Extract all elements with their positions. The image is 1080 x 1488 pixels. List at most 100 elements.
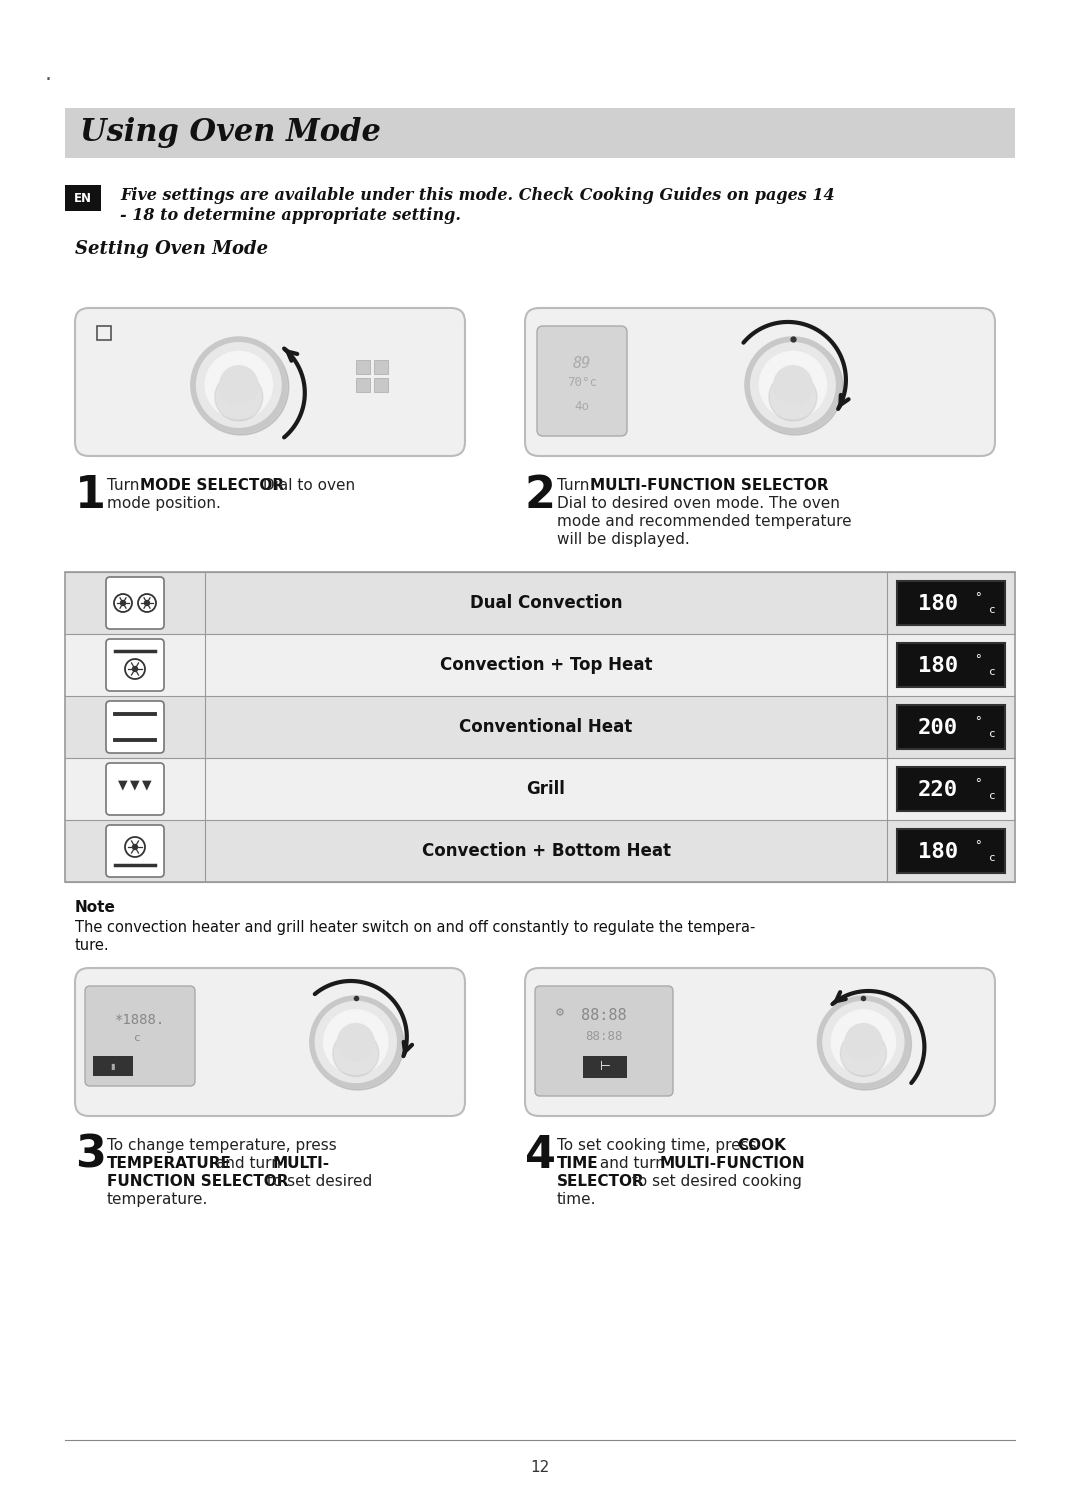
Text: EN: EN	[75, 192, 92, 204]
Text: mode and recommended temperature: mode and recommended temperature	[557, 513, 852, 530]
Text: 2: 2	[525, 475, 556, 516]
Bar	[355, 378, 369, 391]
Text: Dial to oven: Dial to oven	[258, 478, 355, 493]
Circle shape	[773, 366, 812, 405]
Text: will be displayed.: will be displayed.	[557, 533, 690, 548]
Text: ▼: ▼	[131, 778, 139, 792]
Bar	[897, 705, 1005, 748]
Circle shape	[133, 845, 137, 850]
Circle shape	[215, 373, 262, 421]
Circle shape	[324, 1010, 388, 1074]
Circle shape	[121, 601, 125, 606]
Text: 3: 3	[75, 1134, 106, 1177]
Text: ture.: ture.	[75, 937, 110, 952]
Text: Note: Note	[75, 900, 116, 915]
Text: Dial to desired oven mode. The oven: Dial to desired oven mode. The oven	[557, 496, 840, 510]
Text: 89: 89	[572, 356, 591, 371]
Text: MULTI-FUNCTION SELECTOR: MULTI-FUNCTION SELECTOR	[590, 478, 828, 493]
FancyBboxPatch shape	[75, 308, 465, 455]
Text: c: c	[134, 1033, 140, 1043]
Text: MULTI-FUNCTION: MULTI-FUNCTION	[660, 1156, 806, 1171]
Text: to set desired cooking: to set desired cooking	[627, 1174, 801, 1189]
Text: 1: 1	[75, 475, 106, 516]
Circle shape	[145, 601, 149, 606]
Text: FUNCTION SELECTOR: FUNCTION SELECTOR	[107, 1174, 288, 1189]
FancyBboxPatch shape	[75, 969, 465, 1116]
Text: Dual Convection: Dual Convection	[470, 594, 622, 612]
Text: °: °	[974, 777, 982, 790]
Text: 88:88: 88:88	[585, 1030, 623, 1043]
FancyBboxPatch shape	[525, 308, 995, 455]
Text: Using Oven Mode: Using Oven Mode	[80, 118, 381, 149]
Text: mode position.: mode position.	[107, 496, 221, 510]
Text: °: °	[974, 839, 982, 853]
Text: 180: 180	[918, 656, 958, 676]
Circle shape	[823, 1001, 904, 1082]
Text: 70°c: 70°c	[567, 376, 597, 390]
Text: c: c	[988, 790, 996, 801]
Circle shape	[818, 995, 909, 1088]
Circle shape	[333, 1031, 379, 1076]
Text: c: c	[988, 853, 996, 863]
Text: SELECTOR: SELECTOR	[557, 1174, 645, 1189]
FancyBboxPatch shape	[106, 638, 164, 690]
FancyBboxPatch shape	[106, 577, 164, 629]
Text: c: c	[988, 729, 996, 738]
Circle shape	[820, 998, 912, 1091]
Text: to set desired: to set desired	[262, 1174, 373, 1189]
Bar	[97, 326, 111, 339]
Text: *1888.: *1888.	[114, 1013, 165, 1027]
Text: °: °	[974, 591, 982, 604]
Text: ⚙: ⚙	[555, 1007, 565, 1018]
Text: Turn: Turn	[557, 478, 594, 493]
Circle shape	[832, 1010, 895, 1074]
Circle shape	[747, 339, 842, 434]
Circle shape	[312, 998, 404, 1091]
Circle shape	[310, 995, 402, 1088]
Bar	[65, 696, 1015, 757]
FancyBboxPatch shape	[106, 701, 164, 753]
Bar	[355, 360, 369, 373]
Text: ▮: ▮	[110, 1061, 116, 1070]
Text: 200: 200	[918, 717, 958, 738]
Text: MULTI-: MULTI-	[273, 1156, 330, 1171]
Circle shape	[193, 339, 288, 434]
Text: ·: ·	[45, 70, 52, 89]
Circle shape	[315, 1001, 396, 1082]
Text: °: °	[974, 716, 982, 728]
FancyBboxPatch shape	[85, 987, 195, 1086]
Text: To change temperature, press: To change temperature, press	[107, 1138, 337, 1153]
Text: 88:88: 88:88	[581, 1009, 626, 1024]
FancyBboxPatch shape	[537, 326, 627, 436]
FancyBboxPatch shape	[535, 987, 673, 1097]
Text: 12: 12	[530, 1461, 550, 1476]
Circle shape	[769, 373, 816, 421]
Bar	[897, 643, 1005, 687]
Text: temperature.: temperature.	[107, 1192, 208, 1207]
Text: Turn: Turn	[107, 478, 145, 493]
Text: Grill: Grill	[527, 780, 566, 798]
Text: The convection heater and grill heater switch on and off constantly to regulate : The convection heater and grill heater s…	[75, 920, 755, 934]
Bar	[65, 757, 1015, 820]
Text: ⊢: ⊢	[599, 1061, 610, 1073]
Text: 220: 220	[918, 780, 958, 801]
Bar	[583, 1056, 627, 1077]
Text: 4: 4	[525, 1134, 556, 1177]
Text: TEMPERATURE: TEMPERATURE	[107, 1156, 232, 1171]
Text: 4o: 4o	[575, 399, 590, 412]
Text: Convection + Bottom Heat: Convection + Bottom Heat	[421, 842, 671, 860]
Bar	[65, 634, 1015, 696]
Text: and turn: and turn	[211, 1156, 286, 1171]
Circle shape	[845, 1024, 881, 1061]
Text: c: c	[988, 604, 996, 615]
Bar	[374, 360, 388, 373]
Text: 180: 180	[918, 842, 958, 862]
Bar	[65, 571, 1015, 634]
Bar	[65, 571, 1015, 882]
Bar	[374, 378, 388, 391]
Text: Conventional Heat: Conventional Heat	[459, 719, 633, 737]
Circle shape	[751, 342, 835, 427]
Text: ▼: ▼	[143, 778, 152, 792]
Circle shape	[337, 1024, 374, 1061]
Text: and turn: and turn	[595, 1156, 670, 1171]
